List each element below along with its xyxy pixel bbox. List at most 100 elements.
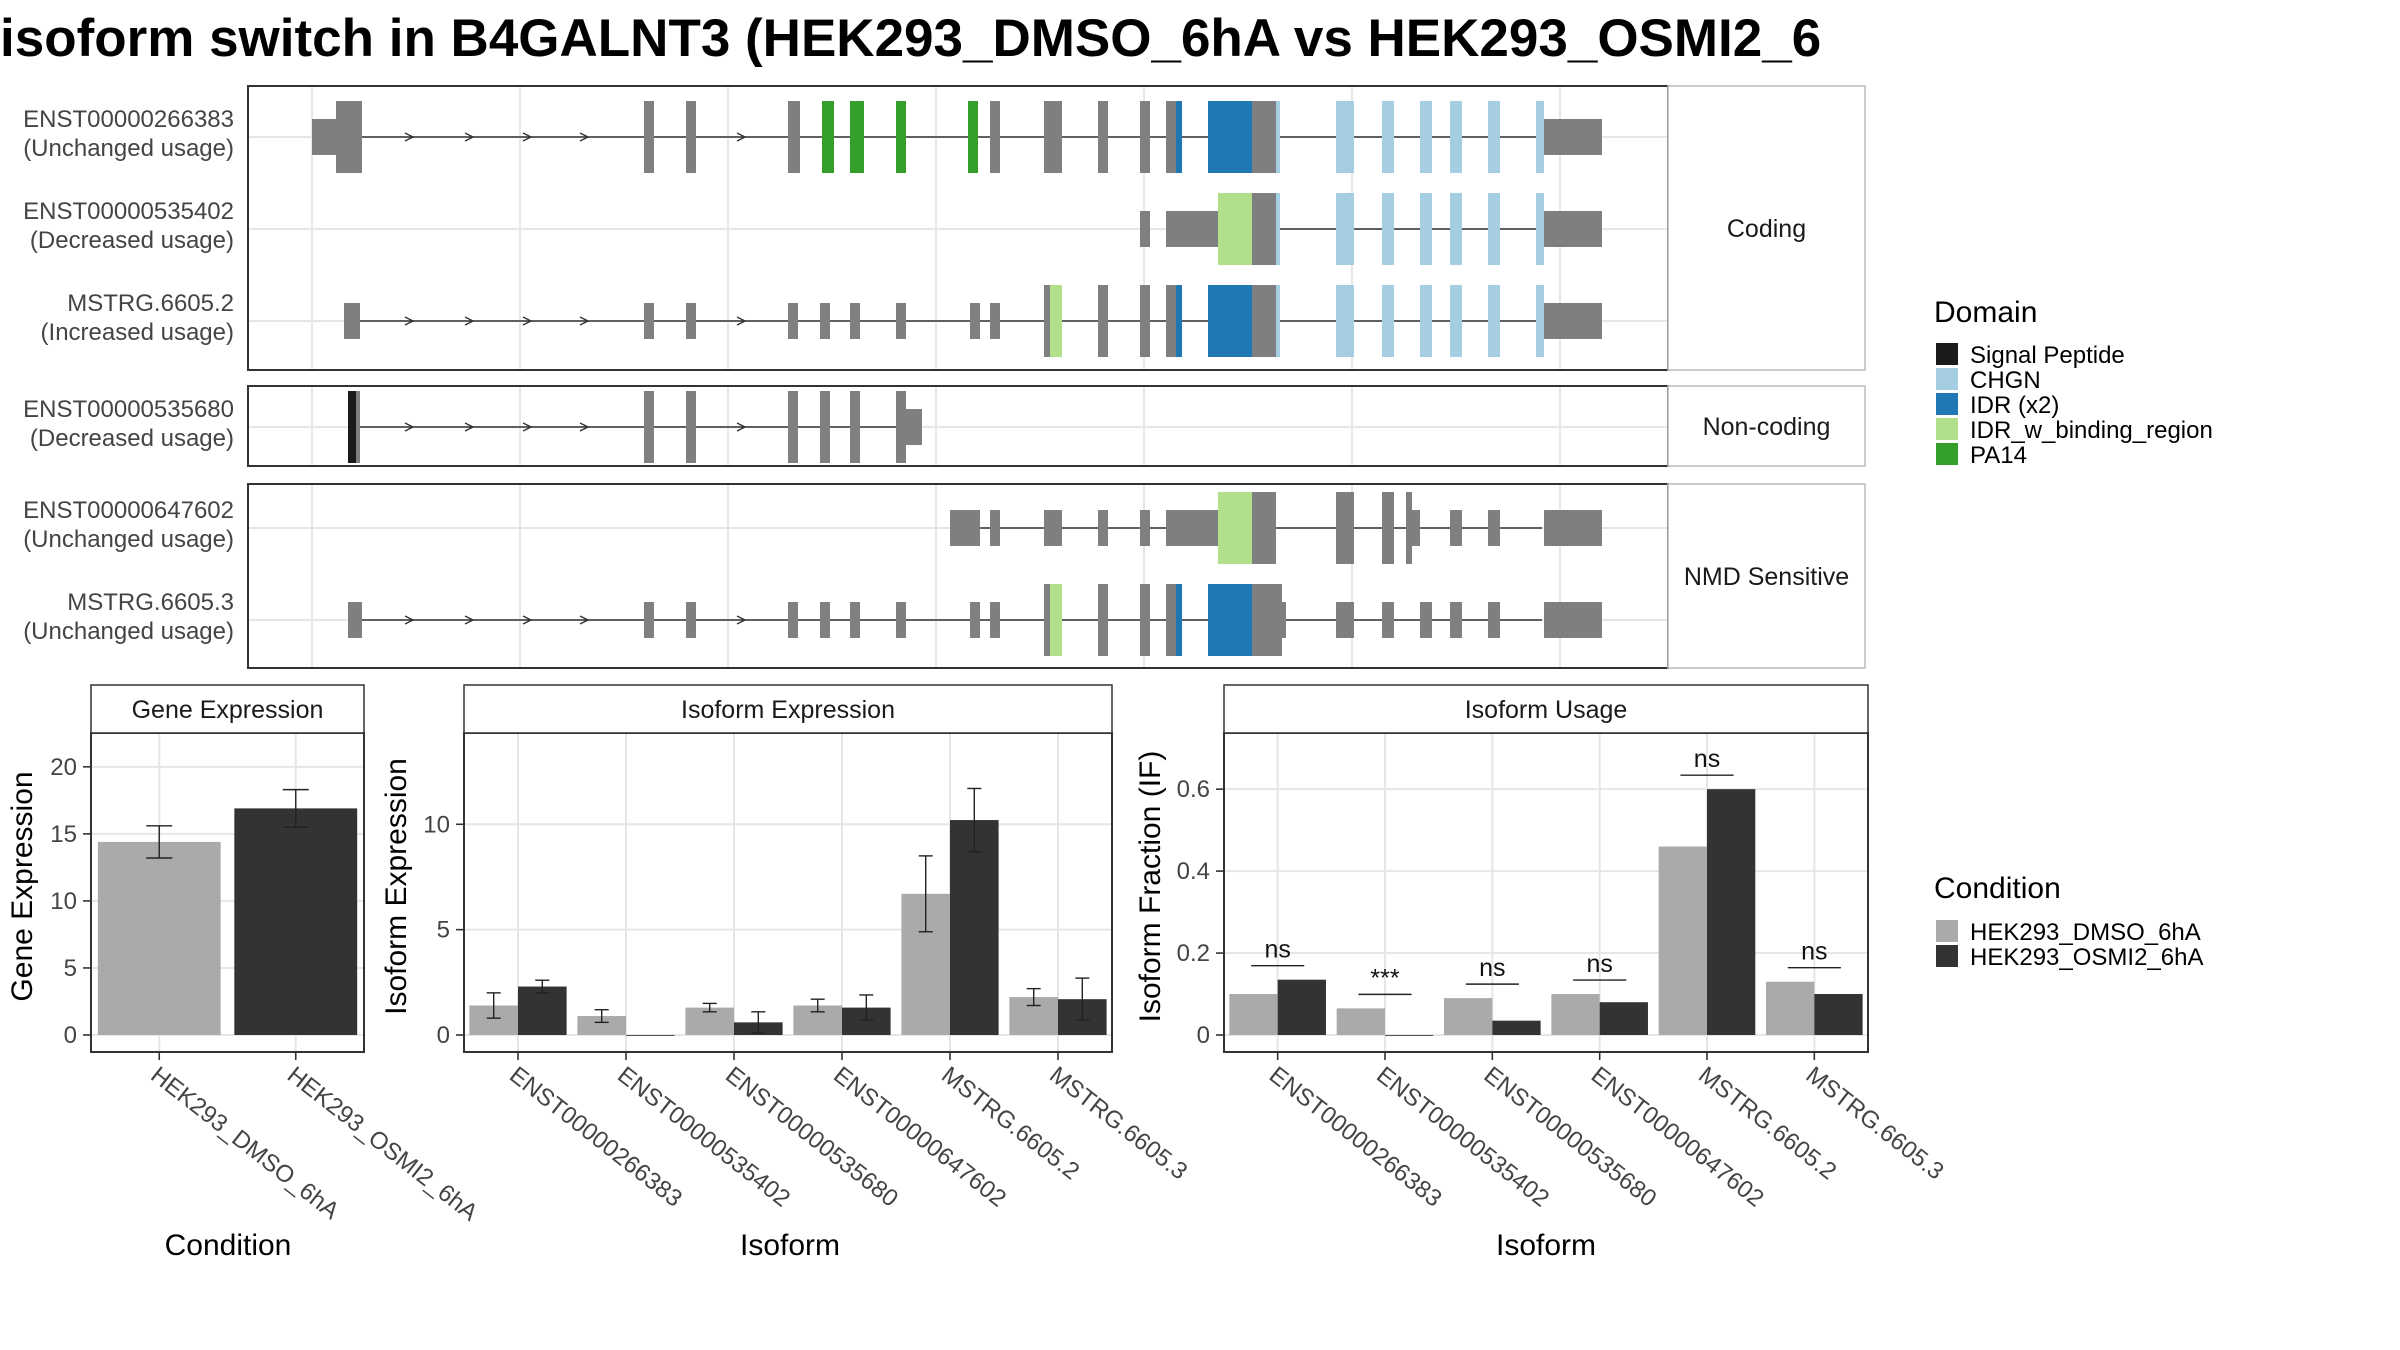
exon bbox=[1420, 285, 1432, 357]
exon bbox=[686, 602, 696, 638]
bar bbox=[950, 820, 999, 1035]
exon bbox=[644, 303, 654, 339]
exon bbox=[1336, 101, 1354, 173]
exon bbox=[1382, 285, 1394, 357]
exon bbox=[1336, 193, 1354, 265]
transcript-usage-status: (Increased usage) bbox=[41, 319, 234, 346]
strand-arrow-icon bbox=[579, 316, 590, 326]
y-tick-label: 20 bbox=[50, 754, 77, 781]
domain-legend-label: IDR (x2) bbox=[1970, 392, 2059, 419]
exon bbox=[1166, 285, 1176, 357]
strand-arrow-icon bbox=[579, 422, 590, 432]
exon bbox=[1536, 101, 1544, 173]
exon bbox=[1044, 101, 1062, 173]
exon bbox=[1050, 584, 1062, 656]
strand-arrow-icon bbox=[404, 422, 415, 432]
exon bbox=[1536, 285, 1544, 357]
exon bbox=[788, 602, 798, 638]
y-tick-label: 0 bbox=[437, 1022, 450, 1049]
exon bbox=[1166, 510, 1218, 546]
significance-label: ns bbox=[1586, 950, 1612, 978]
x-axis-title: Condition bbox=[165, 1229, 292, 1262]
x-tick-label: ENST00000535402 bbox=[1371, 1061, 1554, 1212]
transcript-usage-status: (Unchanged usage) bbox=[23, 135, 234, 162]
strand-arrow-icon bbox=[404, 316, 415, 326]
exon bbox=[1166, 584, 1176, 656]
strand-arrow-icon bbox=[736, 615, 747, 625]
domain-legend-swatch bbox=[1936, 368, 1958, 390]
bar bbox=[97, 841, 221, 1035]
exon bbox=[1382, 602, 1394, 638]
exon bbox=[1208, 285, 1252, 357]
bar bbox=[1277, 979, 1326, 1035]
exon bbox=[348, 391, 356, 463]
domain-legend-swatch bbox=[1936, 418, 1958, 440]
exon bbox=[1488, 285, 1500, 357]
exon bbox=[1176, 584, 1182, 656]
strand-arrow-icon bbox=[464, 316, 475, 326]
bar-chart-panels: Gene Expression05101520HEK293_DMSO_6hAHE… bbox=[6, 684, 1949, 1262]
bar bbox=[626, 1035, 675, 1036]
exon bbox=[896, 303, 906, 339]
strand-arrow-icon bbox=[736, 132, 747, 142]
chart-strip-label: Isoform Expression bbox=[681, 696, 895, 724]
exon bbox=[896, 602, 906, 638]
exon bbox=[686, 303, 696, 339]
exon bbox=[1140, 510, 1150, 546]
bar bbox=[1385, 1035, 1434, 1036]
exon bbox=[1412, 510, 1420, 546]
exon bbox=[1098, 101, 1108, 173]
condition-legend-label: HEK293_OSMI2_6hA bbox=[1970, 944, 2203, 971]
exon bbox=[970, 303, 980, 339]
x-tick-label: ENST00000535402 bbox=[612, 1061, 795, 1212]
chart-panel-bg bbox=[464, 733, 1112, 1052]
y-tick-label: 0 bbox=[64, 1022, 77, 1049]
x-axis-title: Isoform bbox=[740, 1229, 840, 1262]
y-tick-label: 0.2 bbox=[1177, 940, 1210, 967]
exon bbox=[850, 101, 864, 173]
exon bbox=[822, 101, 834, 173]
panel-strip-label: NMD Sensitive bbox=[1684, 563, 1849, 591]
exon bbox=[1450, 101, 1462, 173]
exon bbox=[1252, 492, 1276, 564]
x-tick-label: ENST00000535680 bbox=[1479, 1061, 1662, 1212]
condition-legend-title: Condition bbox=[1934, 872, 2061, 905]
exon bbox=[850, 602, 860, 638]
exon bbox=[1382, 193, 1394, 265]
exon bbox=[1218, 193, 1252, 265]
strand-arrow-icon bbox=[736, 422, 747, 432]
domain-legend-label: IDR_w_binding_region bbox=[1970, 417, 2213, 444]
y-axis-title: Isoform Expression bbox=[380, 758, 413, 1015]
domain-legend-label: CHGN bbox=[1970, 367, 2041, 394]
significance-label: *** bbox=[1370, 964, 1399, 992]
y-tick-label: 0.6 bbox=[1177, 776, 1210, 803]
exon bbox=[1544, 211, 1602, 247]
domain-legend-swatch bbox=[1936, 343, 1958, 365]
exon bbox=[1420, 101, 1432, 173]
transcript-name: MSTRG.6605.2 bbox=[67, 290, 234, 317]
exon bbox=[644, 391, 654, 463]
exon bbox=[1176, 101, 1182, 173]
strand-arrow-icon bbox=[522, 615, 533, 625]
exon bbox=[1488, 510, 1500, 546]
y-tick-label: 10 bbox=[423, 811, 450, 838]
chart-strip bbox=[90, 684, 365, 734]
chart-strip bbox=[463, 684, 1113, 734]
exon bbox=[1536, 193, 1544, 265]
exon bbox=[1252, 285, 1268, 357]
exon bbox=[1166, 211, 1218, 247]
exon bbox=[1544, 510, 1602, 546]
chart-strip-label: Isoform Usage bbox=[1465, 696, 1628, 724]
exon bbox=[1044, 584, 1050, 656]
exon bbox=[1268, 193, 1276, 265]
exon bbox=[990, 101, 1000, 173]
domain-legend-label: Signal Peptide bbox=[1970, 342, 2125, 369]
significance-label: ns bbox=[1694, 745, 1720, 773]
strand-arrow-icon bbox=[522, 422, 533, 432]
domain-legend-swatch bbox=[1936, 393, 1958, 415]
y-tick-label: 0 bbox=[1197, 1022, 1210, 1049]
exon bbox=[1276, 285, 1280, 357]
x-axis-title: Isoform bbox=[1496, 1229, 1596, 1262]
bar bbox=[1551, 994, 1600, 1035]
